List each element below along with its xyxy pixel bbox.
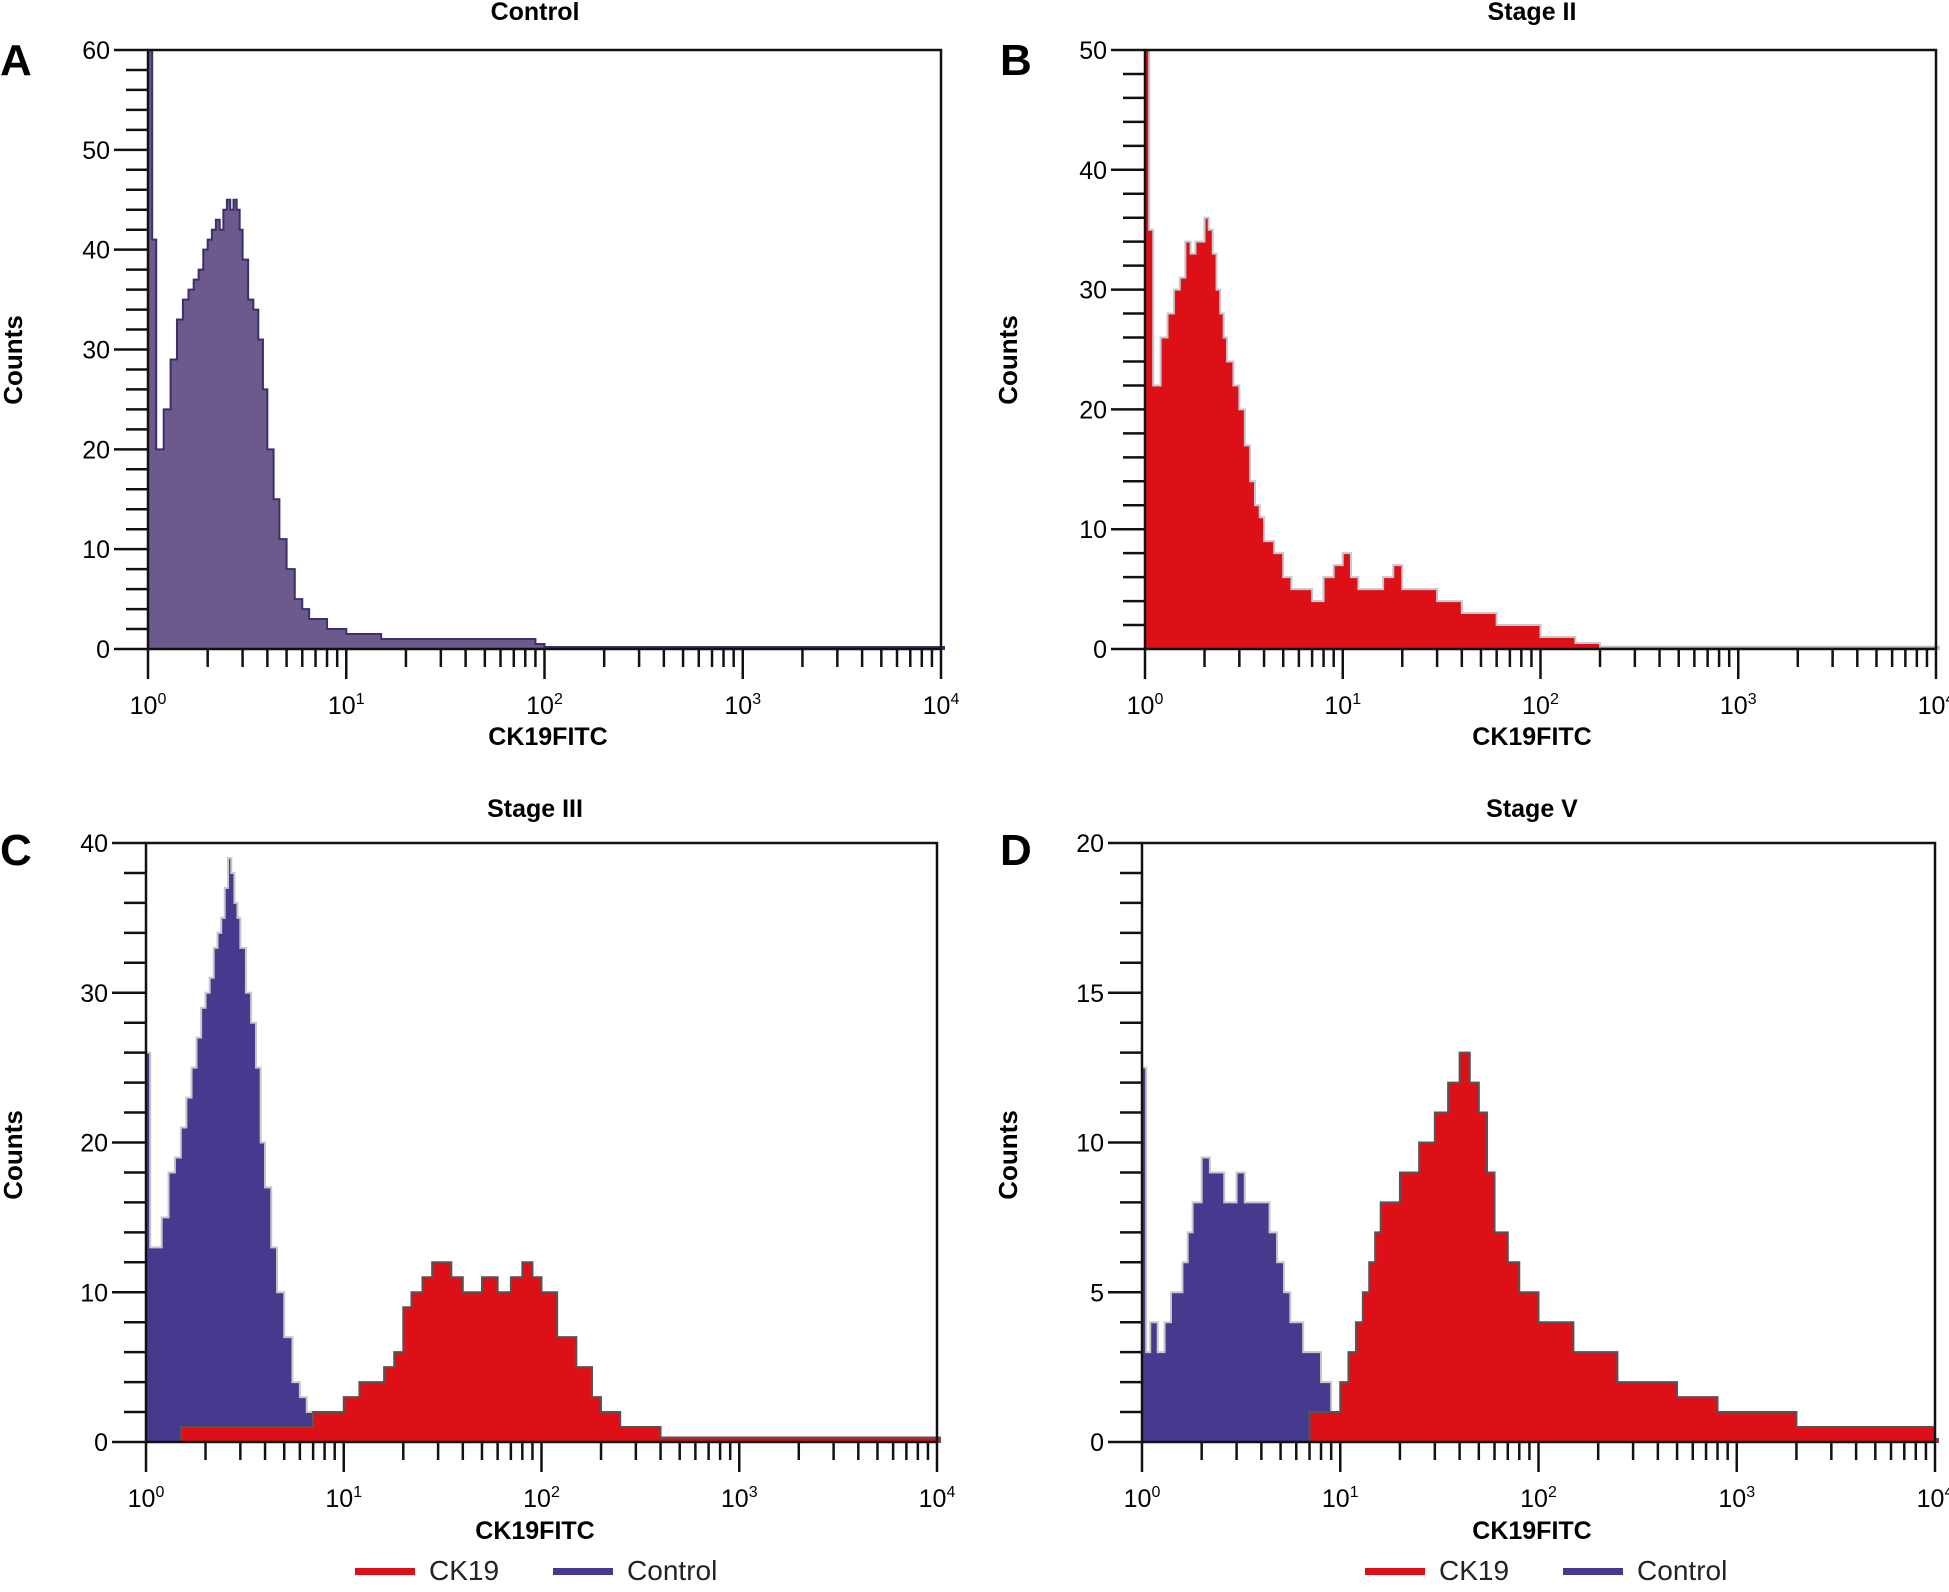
y-tick-label: 0 — [96, 636, 110, 664]
x-tick-label: 102 — [523, 1484, 560, 1513]
legend-item-ck19: CK19 — [355, 1555, 499, 1587]
histogram-series-control — [147, 49, 945, 650]
legend-label: CK19 — [429, 1555, 500, 1586]
legend-item-control: Control — [1563, 1555, 1727, 1587]
x-tick-label: 103 — [721, 1484, 758, 1513]
panel-letter: B — [1000, 36, 1032, 85]
y-tick-label: 20 — [1079, 396, 1107, 424]
x-tick-label: 103 — [724, 691, 761, 720]
legend-d: CK19 Control — [1365, 1555, 1767, 1587]
y-tick-label: 30 — [80, 980, 108, 1008]
x-tick-label: 100 — [1127, 691, 1164, 720]
panel-letter: A — [0, 36, 32, 85]
y-axis-label: Counts — [0, 1110, 28, 1200]
y-tick-label: 40 — [1079, 157, 1107, 185]
x-axis-label: CK19FITC — [488, 723, 607, 751]
panel-a: A Control Counts CK19FITC 0 10 20 30 40 50 60 1… — [0, 0, 975, 790]
x-axis-label: CK19FITC — [1472, 1517, 1591, 1545]
histogram-series-ck19 — [1308, 1051, 1939, 1443]
x-tick-label: 101 — [1322, 1484, 1359, 1513]
y-tick-label: 50 — [82, 137, 110, 165]
legend-label: Control — [1637, 1555, 1728, 1586]
chart-title: Control — [491, 0, 580, 26]
histogram-chart-c: C Stage III Counts CK19FITC 0 10 20 30 40 100… — [0, 795, 956, 1545]
y-tick-label: 30 — [1079, 277, 1107, 305]
y-tick-label: 40 — [82, 237, 110, 265]
legend-c: CK19 Control — [355, 1555, 757, 1587]
x-tick-label: 100 — [128, 1484, 165, 1513]
y-tick-label: 30 — [82, 337, 110, 365]
panel-c: C Stage III Counts CK19FITC 0 10 20 30 40 100… — [0, 790, 975, 1587]
legend-swatch-ck19 — [1365, 1567, 1425, 1575]
panel-letter: C — [0, 826, 32, 875]
y-tick-label: 15 — [1076, 980, 1104, 1008]
chart-title: Stage II — [1488, 0, 1577, 26]
x-tick-label: 103 — [1720, 691, 1757, 720]
y-tick-label: 20 — [80, 1130, 108, 1158]
y-axis-label: Counts — [0, 315, 28, 405]
panel-b: B Stage II Counts CK19FITC 0 10 20 30 40 50 10… — [975, 0, 1949, 790]
y-tick-label: 20 — [1076, 830, 1104, 858]
x-tick-label: 103 — [1718, 1484, 1755, 1513]
x-tick-label: 102 — [1522, 691, 1559, 720]
y-tick-label: 10 — [1079, 516, 1107, 544]
y-tick-label: 20 — [82, 436, 110, 464]
x-tick-label: 104 — [1918, 691, 1949, 720]
y-axis-label: Counts — [993, 315, 1023, 405]
histogram-chart-d: D Stage V Counts CK19FITC 0 5 10 15 20 100 101… — [993, 795, 1949, 1545]
chart-title: Stage V — [1486, 795, 1578, 823]
legend-label: Control — [627, 1555, 718, 1586]
legend-swatch-ck19 — [355, 1567, 415, 1575]
x-tick-label: 101 — [1324, 691, 1361, 720]
histogram-chart-b: B Stage II Counts CK19FITC 0 10 20 30 40 50 10… — [993, 0, 1949, 751]
y-tick-label: 10 — [82, 536, 110, 564]
histogram-series-ck19 — [1144, 49, 1940, 650]
panel-letter: D — [1000, 826, 1032, 875]
histogram-series-control — [145, 856, 347, 1443]
legend-swatch-control — [553, 1567, 614, 1575]
y-tick-label: 10 — [80, 1279, 108, 1307]
x-tick-label: 102 — [526, 691, 563, 720]
x-axis-label: CK19FITC — [475, 1517, 594, 1545]
x-tick-label: 101 — [328, 691, 365, 720]
chart-title: Stage III — [487, 795, 583, 823]
x-tick-label: 104 — [919, 1484, 956, 1513]
y-tick-label: 40 — [80, 830, 108, 858]
panel-d: D Stage V Counts CK19FITC 0 5 10 15 20 100 101… — [975, 790, 1949, 1587]
histogram-series-ck19 — [179, 1261, 941, 1443]
y-tick-label: 60 — [82, 37, 110, 65]
x-tick-label: 104 — [923, 691, 960, 720]
histogram-chart-a: A Control Counts CK19FITC 0 10 20 30 40 50 60 1… — [0, 0, 960, 751]
x-tick-label: 102 — [1520, 1484, 1557, 1513]
x-tick-label: 101 — [325, 1484, 362, 1513]
y-tick-label: 50 — [1079, 37, 1107, 65]
legend-item-control: Control — [553, 1555, 717, 1587]
x-tick-label: 100 — [1124, 1484, 1161, 1513]
x-tick-label: 104 — [1917, 1484, 1949, 1513]
legend-swatch-control — [1563, 1567, 1624, 1575]
y-tick-label: 0 — [1093, 636, 1107, 664]
x-axis-label: CK19FITC — [1472, 723, 1591, 751]
y-tick-label: 0 — [94, 1429, 108, 1457]
legend-label: CK19 — [1439, 1555, 1510, 1586]
y-tick-label: 10 — [1076, 1130, 1104, 1158]
y-tick-label: 0 — [1090, 1429, 1104, 1457]
histogram-series-control — [1141, 1066, 1344, 1443]
y-axis-label: Counts — [993, 1110, 1023, 1200]
x-tick-label: 100 — [130, 691, 167, 720]
y-tick-label: 5 — [1090, 1279, 1104, 1307]
legend-item-ck19: CK19 — [1365, 1555, 1509, 1587]
